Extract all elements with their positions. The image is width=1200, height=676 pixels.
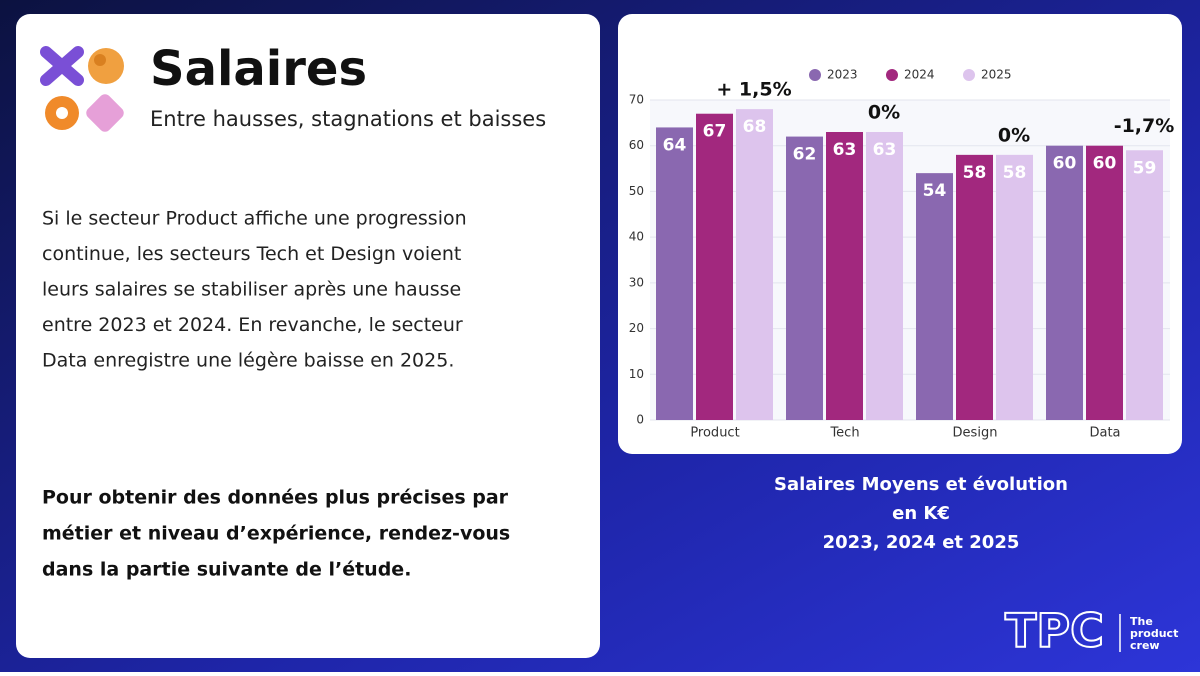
chart-caption: 2023, 2024 et 2025	[823, 532, 1020, 553]
logo-name: crew	[1130, 639, 1160, 652]
y-tick-label: 10	[629, 367, 644, 381]
callout-line: dans la partie suivante de l’étude.	[42, 559, 411, 581]
bar	[1046, 145, 1083, 420]
text-card	[16, 14, 600, 658]
x-tick-label: Tech	[829, 426, 859, 441]
icons	[40, 46, 124, 132]
paragraph-line: Data enregistre une légère baisse en 202…	[42, 350, 454, 372]
y-tick-label: 60	[629, 138, 644, 152]
y-tick-label: 30	[629, 275, 644, 289]
value-label: 60	[1093, 154, 1117, 174]
paragraph-line: continue, les secteurs Tech et Design vo…	[42, 243, 461, 265]
bar	[866, 132, 903, 420]
value-label: 58	[1003, 163, 1027, 183]
value-label: 59	[1133, 158, 1157, 178]
annotation: + 1,5%	[716, 79, 791, 101]
bar	[786, 136, 823, 421]
subtitle: Entre hausses, stagnations et baisses	[150, 107, 546, 131]
annotation: 0%	[998, 124, 1030, 146]
legend-swatch	[809, 69, 821, 81]
logo-name: The	[1130, 615, 1153, 628]
x-tick-label: Product	[690, 426, 739, 441]
value-label: 54	[923, 181, 947, 201]
value-label: 58	[963, 163, 987, 183]
logo-name: product	[1130, 627, 1178, 640]
callout-line: métier et niveau d’expérience, rendez-vo…	[42, 523, 510, 545]
bar	[736, 109, 773, 421]
bar	[916, 173, 953, 420]
paragraph-line: leurs salaires se stabiliser après une h…	[42, 279, 461, 301]
legend-swatch	[963, 69, 975, 81]
value-label: 60	[1053, 154, 1077, 174]
bar	[956, 154, 993, 420]
paragraph-line: Si le secteur Product affiche une progre…	[42, 208, 467, 230]
legend-label: 2024	[904, 68, 935, 82]
callout-line: Pour obtenir des données plus précises p…	[42, 487, 509, 509]
y-tick-label: 70	[629, 93, 644, 107]
bar	[1126, 150, 1163, 421]
title: Salaires	[150, 41, 367, 97]
legend-label: 2023	[827, 68, 858, 82]
value-label: 64	[663, 135, 687, 155]
bar	[826, 132, 863, 420]
y-tick-label: 50	[629, 184, 644, 198]
value-label: 62	[793, 145, 817, 165]
value-label: 63	[873, 140, 897, 160]
y-tick-label: 20	[629, 321, 644, 335]
value-label: 68	[743, 117, 767, 137]
paragraph-line: entre 2023 et 2024. En revanche, le sect…	[42, 314, 463, 336]
legend-swatch	[886, 69, 898, 81]
annotation: -1,7%	[1114, 115, 1175, 137]
x-tick-label: Design	[953, 426, 998, 441]
legend-label: 2025	[981, 68, 1012, 82]
bar	[1086, 145, 1123, 420]
value-label: 63	[833, 140, 857, 160]
bar	[656, 127, 693, 420]
y-tick-label: 40	[629, 230, 644, 244]
y-tick-label: 0	[636, 413, 644, 427]
bar	[696, 113, 733, 420]
value-label: 67	[703, 122, 727, 142]
chart-caption: Salaires Moyens et évolution	[774, 474, 1068, 495]
bar	[996, 154, 1033, 420]
annotation: 0%	[868, 102, 900, 124]
chart-caption: en K€	[892, 503, 950, 524]
x-tick-label: Data	[1089, 426, 1120, 441]
logo-mark: TPC	[1005, 604, 1104, 658]
